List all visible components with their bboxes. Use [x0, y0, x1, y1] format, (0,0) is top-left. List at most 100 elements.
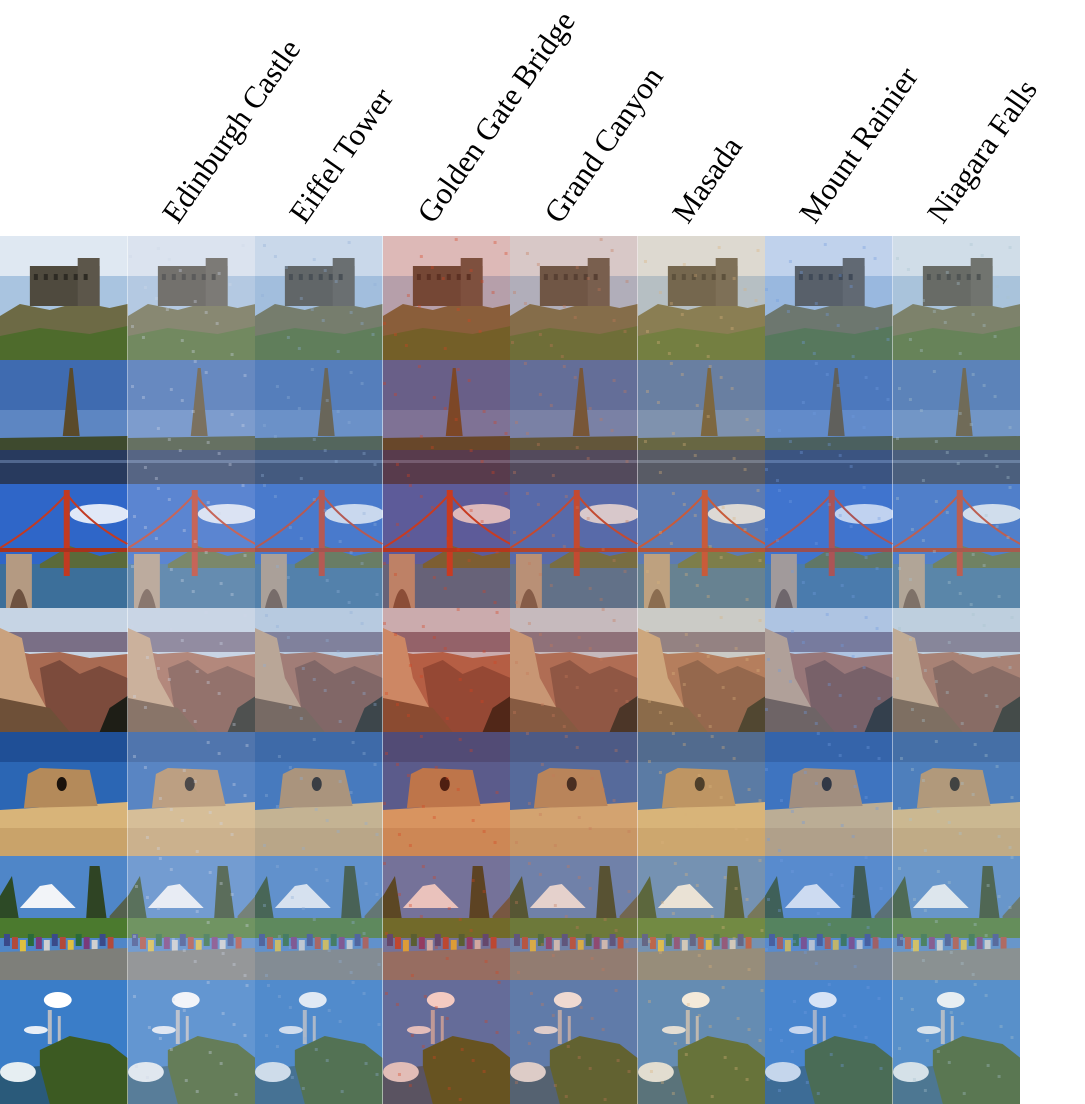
texture-speck [245, 984, 249, 987]
thumbnail-masada-style-3 [382, 732, 510, 856]
texture-speck [971, 373, 975, 376]
texture-speck [180, 639, 184, 642]
texture-speck [169, 1048, 173, 1051]
texture-speck [156, 487, 160, 490]
texture-speck [1008, 906, 1012, 909]
thumbnail-image [382, 236, 510, 360]
style-tint-overlay [127, 360, 255, 484]
texture-speck [384, 752, 388, 755]
texture-speck [836, 324, 840, 327]
texture-speck [360, 382, 364, 385]
texture-speck [984, 514, 988, 517]
style-tint-overlay [255, 484, 383, 608]
texture-speck [684, 1053, 688, 1056]
texture-speck [721, 926, 725, 929]
texture-speck [912, 1078, 916, 1081]
texture-speck [393, 333, 397, 336]
texture-speck [241, 424, 245, 427]
texture-speck [908, 578, 912, 581]
texture-speck [458, 678, 462, 681]
texture-speck [347, 241, 351, 244]
texture-speck [814, 542, 818, 545]
texture-speck [421, 1045, 425, 1048]
texture-speck [1008, 246, 1012, 249]
texture-speck [627, 830, 631, 833]
texture-speck [430, 506, 434, 509]
texture-speck [599, 598, 603, 601]
texture-speck [838, 754, 842, 757]
texture-speck [551, 774, 555, 777]
texture-speck [801, 821, 805, 824]
texture-speck [790, 810, 794, 813]
texture-speck [680, 373, 684, 376]
style-tint-overlay [127, 856, 255, 980]
texture-speck [230, 593, 234, 596]
texture-speck [803, 711, 807, 714]
texture-speck [997, 895, 1001, 898]
texture-speck [899, 937, 903, 940]
texture-speck [825, 553, 829, 556]
texture-speck [895, 437, 899, 440]
texture-speck [647, 1000, 651, 1003]
thumbnail-masada-style-7 [892, 732, 1020, 856]
texture-speck [997, 655, 1001, 658]
thumbnail-grand-canyon-style-5 [637, 608, 765, 732]
texture-speck [504, 252, 508, 255]
texture-speck [310, 308, 314, 311]
texture-speck [934, 680, 938, 683]
texture-speck [410, 1034, 414, 1037]
texture-speck [275, 865, 279, 868]
texture-speck [288, 706, 292, 709]
texture-speck [458, 738, 462, 741]
texture-speck [566, 1045, 570, 1048]
texture-speck [195, 1090, 199, 1093]
texture-speck [758, 859, 762, 862]
texture-speck [827, 923, 831, 926]
texture-speck [777, 429, 781, 432]
texture-speck [799, 271, 803, 274]
texture-speck [673, 862, 677, 865]
thumbnail-image [382, 732, 510, 856]
style-tint-overlay [510, 360, 638, 484]
texture-speck [312, 258, 316, 261]
texture-speck [325, 399, 329, 402]
texture-speck [143, 466, 147, 469]
texture-speck [936, 810, 940, 813]
texture-speck [816, 1092, 820, 1095]
texture-speck [645, 810, 649, 813]
texture-speck [747, 1028, 751, 1031]
texture-speck [504, 492, 508, 495]
texture-speck [478, 330, 482, 333]
texture-speck [408, 904, 412, 907]
texture-speck [573, 316, 577, 319]
thumbnail-niagara-falls-style-6 [765, 980, 893, 1104]
texture-speck [447, 1087, 451, 1090]
column-label-eiffel-tower: Eiffel Tower [281, 81, 401, 230]
texture-speck [514, 661, 518, 664]
texture-speck [362, 452, 366, 455]
texture-speck [973, 983, 977, 986]
texture-speck [286, 336, 290, 339]
texture-speck [493, 661, 497, 664]
texture-speck [947, 821, 951, 824]
thumbnail-edinburgh-castle-style-2 [255, 236, 383, 360]
texture-speck [445, 537, 449, 540]
texture-speck [1008, 666, 1012, 669]
texture-speck [419, 915, 423, 918]
texture-speck [958, 412, 962, 415]
texture-speck [560, 355, 564, 358]
texture-speck [538, 633, 542, 636]
texture-speck [745, 658, 749, 661]
texture-speck [204, 551, 208, 554]
texture-speck [217, 512, 221, 515]
texture-speck [827, 503, 831, 506]
texture-speck [156, 667, 160, 670]
texture-speck [754, 299, 758, 302]
texture-speck [184, 1079, 188, 1082]
texture-speck [145, 1076, 149, 1079]
thumbnail-golden-gate-bridge-style-6 [765, 484, 893, 608]
texture-speck [243, 974, 247, 977]
texture-speck [708, 725, 712, 728]
texture-speck [658, 771, 662, 774]
style-tint-overlay [255, 732, 383, 856]
